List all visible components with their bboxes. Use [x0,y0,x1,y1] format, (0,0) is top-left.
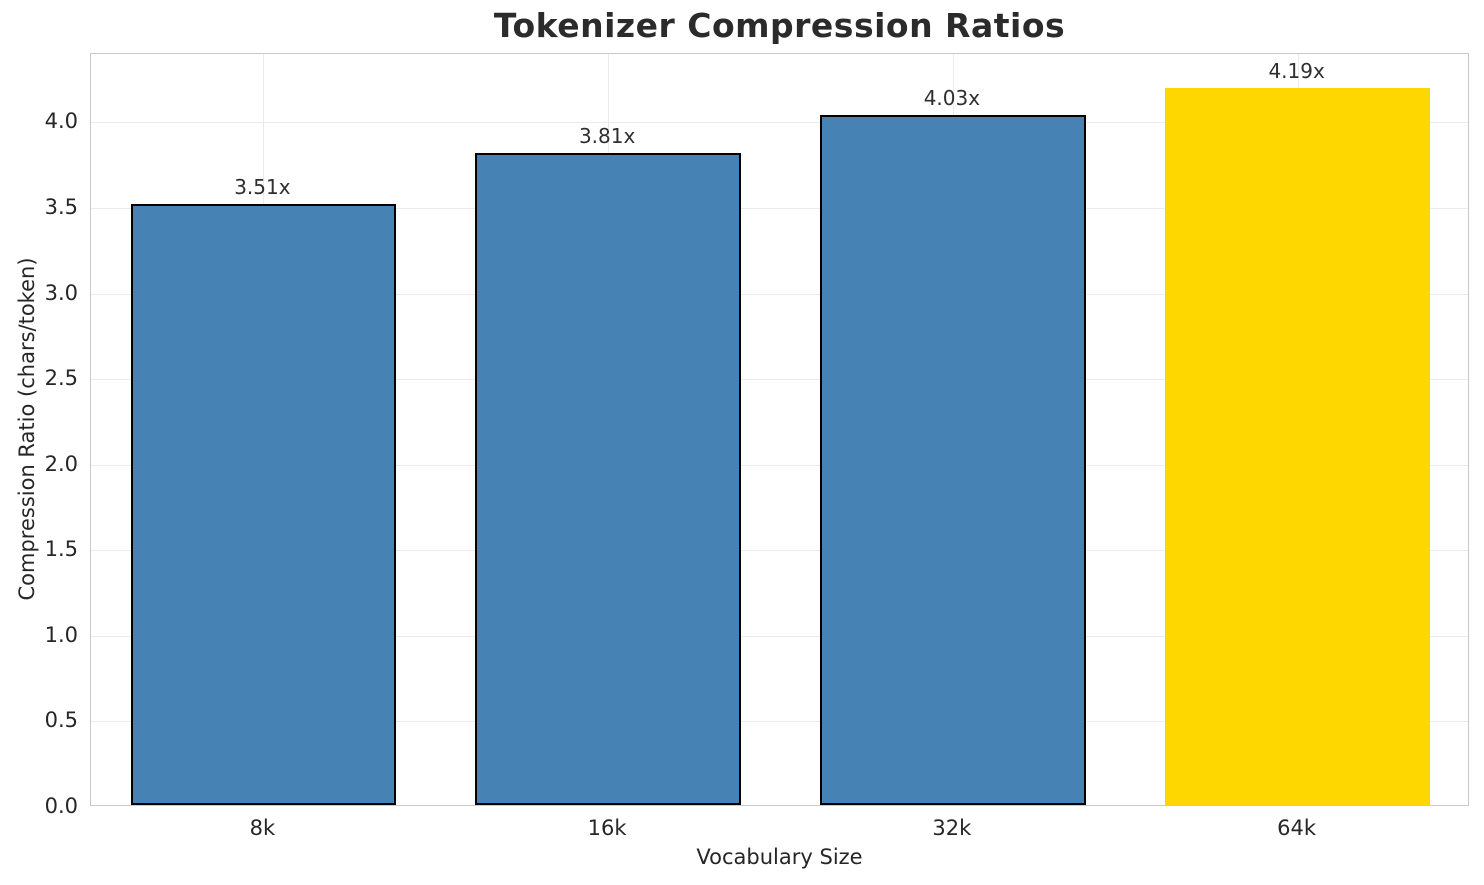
y-tick-label: 4.0 [44,109,78,134]
gridline-horizontal [91,122,1468,124]
y-tick-label: 1.0 [44,622,78,647]
bar-16k [475,152,741,805]
y-axis-label: Compression Ratio (chars/token) [15,257,39,601]
y-tick-label: 3.5 [44,195,78,220]
y-tick-label: 2.0 [44,451,78,476]
y-tick-label: 0.0 [44,794,78,818]
gridline-horizontal [91,464,1468,466]
gridline-horizontal [91,293,1468,295]
x-tick-label: 16k [587,816,627,840]
y-tick-label: 0.5 [44,708,78,733]
gridline-horizontal [91,208,1468,210]
bar-value-label: 3.81x [578,123,636,148]
chart-title: Tokenizer Compression Ratios [493,6,1066,45]
gridline-horizontal [91,379,1468,381]
y-tick-label: 3.0 [44,280,78,305]
x-tick-label: 64k [1277,816,1317,840]
bar-32k [820,115,1086,805]
bar-64k [1164,87,1431,805]
x-tick-label: 32k [932,816,972,840]
gridline-horizontal [91,721,1468,723]
bar-value-label: 3.51x [234,175,291,200]
bar-value-label: 4.03x [923,86,981,111]
y-tick-label: 1.5 [44,537,78,562]
y-tick-label: 2.5 [44,366,78,391]
plot-area [90,53,1469,806]
gridline-horizontal [91,550,1468,552]
x-axis-label: Vocabulary Size [696,845,863,869]
x-tick-label: 8k [249,816,276,840]
gridline-horizontal [91,635,1468,637]
bar-8k [130,204,397,805]
bar-value-label: 4.19x [1268,58,1325,83]
